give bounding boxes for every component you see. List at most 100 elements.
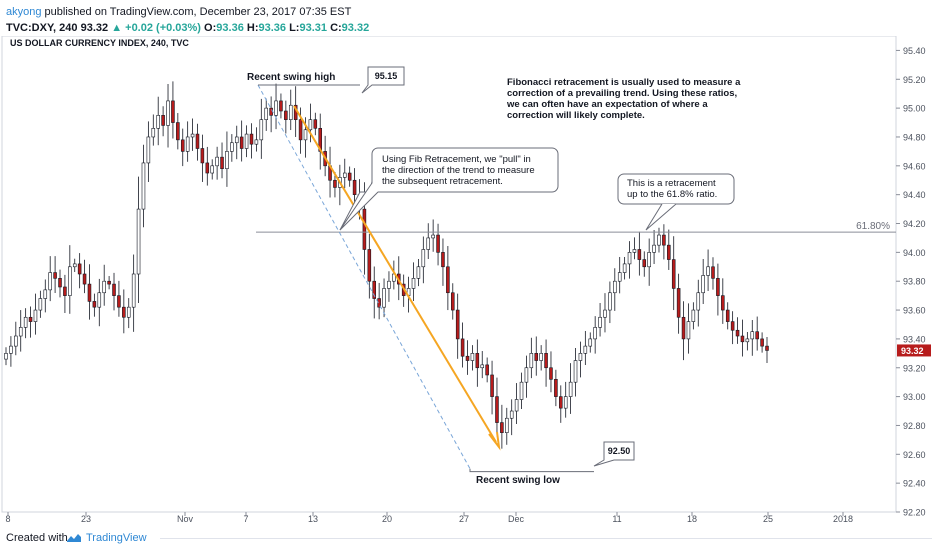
x-tick-label: 18 <box>687 514 697 524</box>
y-tick-label: 92.80 <box>903 421 926 431</box>
candle <box>18 327 23 337</box>
x-tick-label: 2018 <box>833 514 853 524</box>
pull-callout-tail <box>339 182 379 231</box>
candle <box>593 327 597 340</box>
x-tick-label: 23 <box>81 514 91 524</box>
candle <box>210 165 214 174</box>
candle <box>460 338 465 357</box>
candle <box>730 321 735 331</box>
y-tick-label: 95.40 <box>903 46 926 56</box>
tradingview-logo-icon <box>67 534 81 542</box>
candle <box>92 301 97 308</box>
pull-annotation-line: the subsequent retracement. <box>382 176 503 187</box>
high-value: 93.36 <box>258 22 287 34</box>
close-label: C: <box>330 22 342 34</box>
candle <box>190 133 195 138</box>
candle <box>377 298 381 308</box>
price-chart[interactable]: 95.40 95.20 95.00 94.80 94.60 94.40 94.20 94.00… <box>0 36 932 524</box>
swing-low-callout <box>593 441 635 467</box>
y-tick-label: 94.60 <box>903 161 926 171</box>
author-link[interactable]: akyong <box>6 6 42 18</box>
candle <box>352 179 357 195</box>
candle <box>14 335 18 347</box>
candle <box>534 353 539 361</box>
candle <box>308 119 313 131</box>
swing-low-leader <box>469 468 594 473</box>
candle <box>372 280 376 299</box>
candle <box>500 422 504 433</box>
candle <box>122 306 126 318</box>
candle <box>63 286 67 296</box>
candle <box>505 417 509 433</box>
candle <box>750 331 755 340</box>
candle <box>298 119 303 141</box>
candle <box>657 234 661 246</box>
candle <box>367 249 372 282</box>
x-tick-label: 25 <box>763 514 773 524</box>
candle <box>529 353 534 369</box>
candle <box>549 367 553 380</box>
candle <box>416 266 421 279</box>
candle <box>382 288 386 308</box>
candle <box>637 249 642 260</box>
candle <box>146 136 151 164</box>
created-with-text: Created with <box>6 532 68 544</box>
intro-annotation-line: correction of a prevailing trend. Using … <box>507 88 737 99</box>
candle <box>671 259 676 289</box>
candle <box>180 139 185 152</box>
candle <box>136 208 141 275</box>
candle <box>617 272 622 282</box>
candle <box>53 272 57 279</box>
candle <box>755 331 759 340</box>
candle <box>554 378 558 397</box>
intro-annotation-line: we can often have an expectation of wher… <box>506 99 708 110</box>
candle <box>102 280 106 294</box>
y-tick-label: 95.00 <box>903 104 926 114</box>
candle <box>613 280 617 294</box>
retrace-annotation-line: This is a retracement <box>627 178 716 189</box>
y-tick-label: 92.20 <box>903 508 926 518</box>
candle <box>303 129 308 141</box>
chart-header: akyong published on TradingView.com, Dec… <box>0 0 932 36</box>
last-price: 93.32 <box>80 22 109 34</box>
candle <box>112 283 116 296</box>
candle <box>347 172 352 181</box>
footer: Created with TradingView <box>0 524 932 550</box>
candle <box>421 249 426 268</box>
candle <box>539 353 543 361</box>
open-label: O: <box>204 22 217 34</box>
candle <box>519 381 524 400</box>
candle <box>559 396 563 409</box>
candle <box>333 179 337 188</box>
y-tick-label: 92.40 <box>903 479 926 489</box>
footer-divider <box>160 538 932 539</box>
retrace-callout-tail <box>645 203 677 231</box>
candle <box>225 151 229 170</box>
candle <box>451 292 455 311</box>
candle <box>632 249 637 253</box>
candle <box>249 133 254 145</box>
close-value: 93.32 <box>341 22 370 34</box>
orange-arrow-head-icon <box>488 431 501 451</box>
candle <box>578 353 583 361</box>
candle <box>205 162 210 174</box>
candle <box>691 309 696 322</box>
pull-callout-box <box>371 147 559 193</box>
candle <box>82 273 87 285</box>
candle <box>455 309 460 340</box>
candle <box>215 156 219 167</box>
y-tick-label: 93.80 <box>903 277 926 287</box>
y-tick-label: 94.20 <box>903 219 926 229</box>
open-value: 93.36 <box>216 22 244 34</box>
candle <box>195 133 200 149</box>
tradingview-brand-link[interactable]: TradingView <box>86 532 147 544</box>
candle <box>711 266 715 279</box>
candle <box>509 410 514 419</box>
candle <box>622 263 627 273</box>
fib-61-label: 61.80% <box>856 221 890 232</box>
orange-direction-arrow <box>293 105 497 443</box>
candle <box>185 136 190 152</box>
candle <box>583 345 588 354</box>
x-tick-label: 11 <box>612 514 621 524</box>
candle <box>264 107 268 120</box>
